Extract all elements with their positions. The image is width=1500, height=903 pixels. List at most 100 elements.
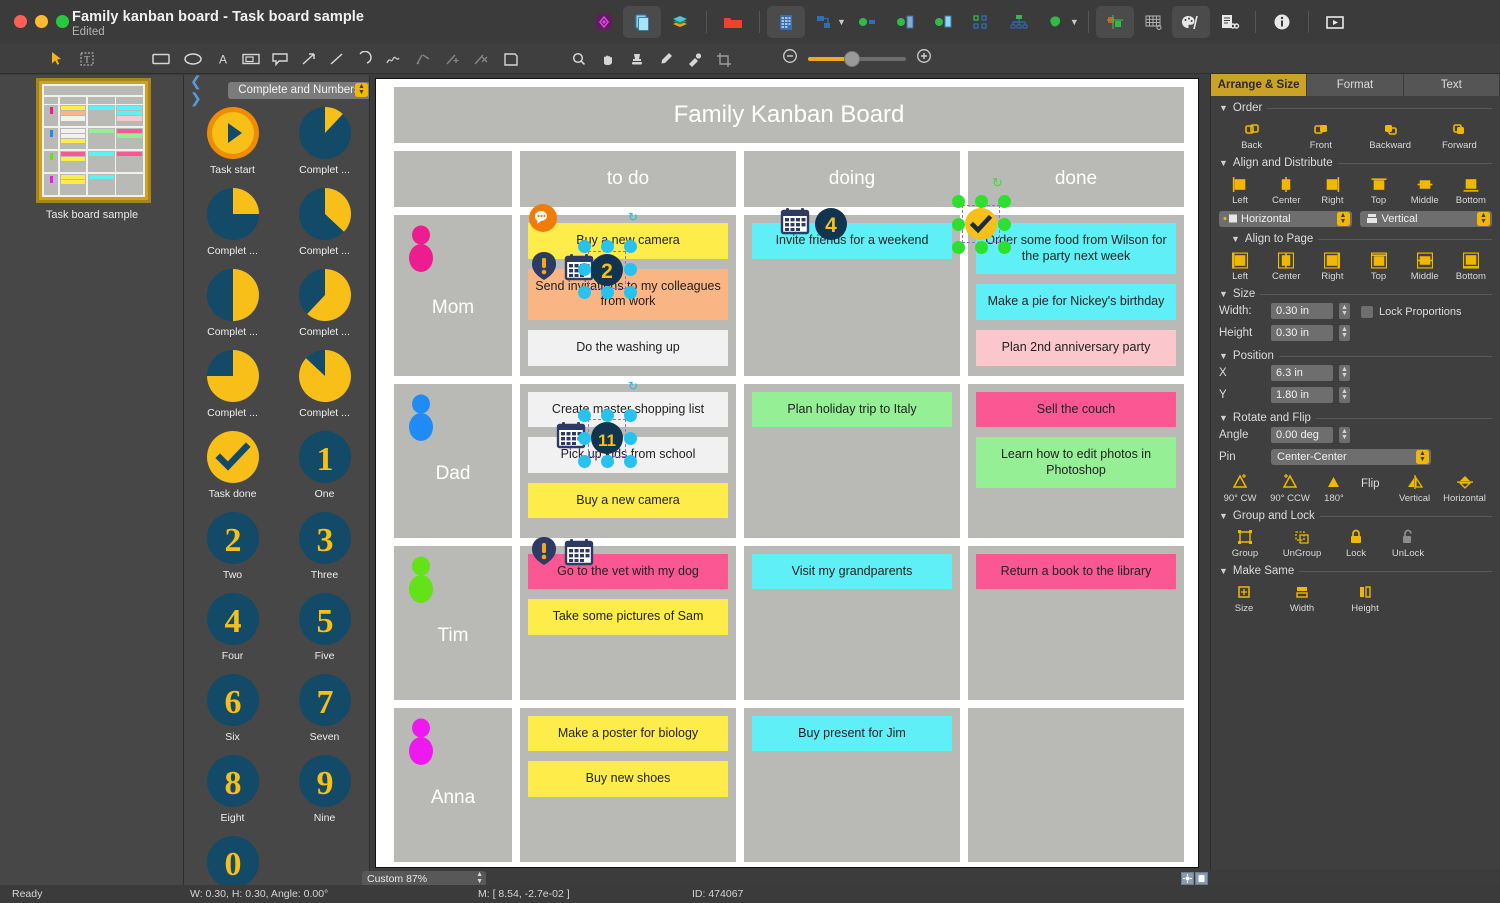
- label-tool[interactable]: [238, 46, 264, 72]
- selection-handle-2[interactable]: [997, 194, 1011, 208]
- selection-handle-7[interactable]: [997, 240, 1011, 254]
- align-page-left-button[interactable]: Left: [1219, 250, 1261, 282]
- disclosure-triangle-icon-8[interactable]: ▼: [1219, 566, 1228, 576]
- table-icon[interactable]: [767, 6, 805, 38]
- tab-text[interactable]: Text: [1403, 74, 1500, 96]
- rotate-180-button[interactable]: 180°: [1317, 472, 1351, 504]
- disclosure-triangle-icon-7[interactable]: ▼: [1219, 511, 1228, 521]
- align-left-button[interactable]: Left: [1219, 174, 1261, 206]
- distribute-icon[interactable]: [886, 6, 924, 38]
- x-input[interactable]: 6.3 in: [1271, 365, 1333, 381]
- align-page-top-button[interactable]: Top: [1358, 250, 1400, 282]
- task-card[interactable]: Buy new shoes: [528, 761, 728, 798]
- cell-tim-todo[interactable]: Go to the vet with my dog Take some pictu…: [520, 536, 736, 700]
- distribute-vertical-select[interactable]: Vertical ▲ ▼: [1359, 211, 1492, 227]
- pin-select[interactable]: Center-Center ▲ ▼: [1271, 449, 1431, 465]
- selection-handle-2[interactable]: [623, 408, 637, 422]
- selection-handle-2[interactable]: [623, 240, 637, 254]
- cell-anna-todo[interactable]: Make a poster for biology Buy new shoes: [520, 707, 736, 862]
- stencil-item-nine[interactable]: 9 Nine: [282, 753, 367, 824]
- cell-anna-done[interactable]: [968, 707, 1184, 862]
- make-same-size-button[interactable]: Size: [1229, 582, 1259, 614]
- task-card[interactable]: Return a book to the library: [976, 553, 1176, 590]
- document-icon[interactable]: [623, 6, 661, 38]
- zoom-tool[interactable]: [566, 46, 592, 72]
- badge-calendar-icon[interactable]: [780, 207, 810, 240]
- maximize-button[interactable]: [56, 15, 69, 28]
- selection-handle-3[interactable]: [577, 431, 591, 445]
- disclosure-triangle-icon-2[interactable]: ▼: [1219, 158, 1228, 168]
- selection-handle-7[interactable]: [623, 454, 637, 468]
- stencil-item-complet[interactable]: Complet ...: [190, 267, 275, 338]
- pin-stepper-icon[interactable]: ▲ ▼: [1416, 450, 1429, 464]
- align-page-middle-button[interactable]: Middle: [1404, 250, 1446, 282]
- cell-dad-done[interactable]: Sell the couch Learn how to edit photos i…: [968, 383, 1184, 538]
- bezier-tool[interactable]: [410, 46, 436, 72]
- selection-handle-5[interactable]: [577, 454, 591, 468]
- stencil-item-four[interactable]: 4 Four: [190, 591, 275, 662]
- task-card[interactable]: Make a pie for Nickey's birthday: [976, 284, 1176, 320]
- selection-handle-1[interactable]: [600, 240, 614, 254]
- hand-tool[interactable]: [595, 46, 621, 72]
- badge-alert-icon[interactable]: [530, 536, 558, 571]
- lock-proportions-checkbox[interactable]: [1361, 306, 1373, 318]
- selection-handle-1[interactable]: [974, 194, 988, 208]
- stencil-item-complet[interactable]: Complet ...: [282, 267, 367, 338]
- stencil-item-zero[interactable]: 0: [190, 834, 275, 885]
- make-same-height-button[interactable]: Height: [1345, 582, 1385, 614]
- notes-icon[interactable]: [1210, 6, 1248, 38]
- line-tool[interactable]: [324, 46, 350, 72]
- ungroup-button[interactable]: UnGroup: [1279, 527, 1325, 559]
- align-middle-button[interactable]: Middle: [1404, 174, 1446, 206]
- badge-calendar-icon[interactable]: [564, 538, 594, 571]
- x-stepper[interactable]: ▲ ▼: [1339, 365, 1350, 381]
- selection-handle-7[interactable]: [623, 286, 637, 300]
- rotate-cw-button[interactable]: 90° CW: [1217, 472, 1263, 504]
- stencil-item-three[interactable]: 3 Three: [282, 510, 367, 581]
- scatter-icon[interactable]: [962, 6, 1000, 38]
- badge-number-4-icon[interactable]: 4: [814, 207, 848, 246]
- align-center-button[interactable]: Center: [1265, 174, 1307, 206]
- tab-arrange-size[interactable]: Arrange & Size: [1211, 74, 1308, 96]
- badge-calendar-icon[interactable]: [556, 421, 586, 454]
- zoom-slider-knob[interactable]: [844, 50, 860, 67]
- info-icon[interactable]: [1263, 6, 1301, 38]
- stencil-item-task-done[interactable]: Task done: [190, 429, 275, 500]
- style-icon[interactable]: [1171, 6, 1210, 38]
- align-right-button[interactable]: Right: [1311, 174, 1353, 206]
- unlock-button[interactable]: UnLock: [1387, 527, 1429, 559]
- zoom-level-select[interactable]: Custom 87% ▲ ▼: [362, 871, 486, 886]
- angle-stepper[interactable]: ▲ ▼: [1339, 427, 1350, 443]
- horizontal-stepper-icon[interactable]: ▲ ▼: [1336, 212, 1350, 226]
- selection-handle-0[interactable]: [951, 194, 965, 208]
- stencil-nav-arrows[interactable]: ❮ ❯: [190, 75, 204, 106]
- badge-alert-icon[interactable]: [530, 251, 558, 286]
- page-thumbnail[interactable]: [36, 78, 151, 203]
- cell-tim-doing[interactable]: Visit my grandparents: [744, 545, 960, 700]
- selection-handle-6[interactable]: [600, 286, 614, 300]
- crop-tool[interactable]: [711, 46, 737, 72]
- selection-handle-6[interactable]: [974, 240, 988, 254]
- align-top-button[interactable]: Top: [1358, 174, 1400, 206]
- task-card[interactable]: Go to the vet with my dog: [528, 536, 728, 590]
- y-stepper[interactable]: ▲ ▼: [1339, 387, 1350, 403]
- cell-anna-doing[interactable]: Buy present for Jim: [744, 707, 960, 862]
- badge-number-11-icon[interactable]: 11: [590, 421, 624, 460]
- flip-horizontal-button[interactable]: Horizontal: [1442, 472, 1488, 504]
- stencil-library-select[interactable]: Complete and Numbers ▲ ▼: [228, 81, 369, 99]
- task-card[interactable]: Take some pictures of Sam: [528, 599, 728, 635]
- task-card[interactable]: Pick up kids from school 11: [528, 408, 728, 473]
- task-card[interactable]: Buy present for Jim: [752, 715, 952, 752]
- cell-dad-doing[interactable]: Plan holiday trip to Italy: [744, 383, 960, 538]
- disclosure-triangle-icon[interactable]: ▼: [1219, 103, 1228, 113]
- stencil-item-complet[interactable]: Complet ...: [282, 105, 367, 176]
- minimize-button[interactable]: [35, 15, 48, 28]
- chevron-down-icon-2[interactable]: ▼: [1069, 17, 1079, 27]
- remove-point-tool[interactable]: [468, 46, 494, 72]
- stencil-item-two[interactable]: 2 Two: [190, 510, 275, 581]
- chevron-down-icon[interactable]: ▼: [837, 17, 846, 27]
- angle-input[interactable]: 0.00 deg: [1271, 427, 1333, 443]
- select-tool[interactable]: [44, 46, 70, 72]
- group-button[interactable]: Group: [1225, 527, 1265, 559]
- make-same-width-button[interactable]: Width: [1283, 582, 1321, 614]
